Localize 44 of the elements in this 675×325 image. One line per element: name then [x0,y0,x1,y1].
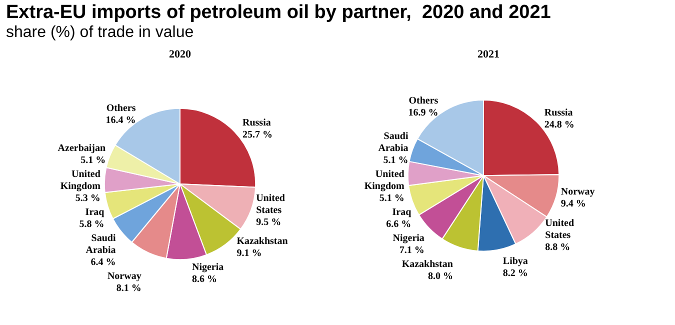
slice-label: Norway [560,186,595,198]
slice-label: United Kingdom [364,168,406,192]
data-label: 9.5 % [256,217,282,228]
slice-label: Iraq [85,206,105,218]
slice-label: Libya [502,256,528,268]
data-label: 5.1 % [80,154,106,166]
slice-label: Nigeria [392,232,424,244]
slice-label: Others [408,95,438,106]
slice-label: Saudi Arabia [378,130,408,154]
data-label: 5.1 % [379,192,404,204]
chart-title: 2020 [169,48,192,60]
data-label: 5.3 % [75,192,100,204]
data-label: 5.1 % [383,154,408,166]
data-label: 9.1 % [236,248,262,260]
data-label: 6.6 % [386,218,412,230]
data-label: 8.2 % [502,268,528,280]
data-label: 9.4 % [560,198,586,210]
chart-title: 2021 [478,48,500,60]
slice-label: Norway [107,270,142,282]
data-label: 8.8 % [545,242,570,254]
data-label: 8.1 % [116,282,142,294]
data-label: 16.4 % [106,115,136,126]
slice-label: Russia [544,107,573,118]
slice-label: Iraq [392,206,412,218]
slice-label: Kazakhstan [236,236,288,248]
slice-label: United States [545,218,574,242]
data-label: 8.6 % [192,274,217,286]
slice-label: Azerbaijan [58,142,106,154]
data-label: 25.7 % [242,129,273,140]
slice-label: Russia [242,117,271,128]
data-label: 6.4 % [90,256,116,268]
data-label: 16.9 % [408,107,438,118]
data-label: 7.1 % [399,244,424,256]
text: share (%) of trade in value [6,24,195,42]
slice-label: Saudi Arabia [86,232,116,256]
slice-label: Kazakhstan [402,258,454,270]
data-label: 5.8 % [79,218,104,230]
slice-label: Nigeria [192,262,224,274]
text: Extra-EU imports of petroleum oil by partner, 2020 and 2021 [6,2,551,24]
slice-label: Others [106,103,136,114]
slice-label: United Kingdom [60,168,102,192]
slice-label: United States [256,193,286,216]
data-label: 8.0 % [428,270,453,282]
data-label: 24.8 % [544,119,574,130]
